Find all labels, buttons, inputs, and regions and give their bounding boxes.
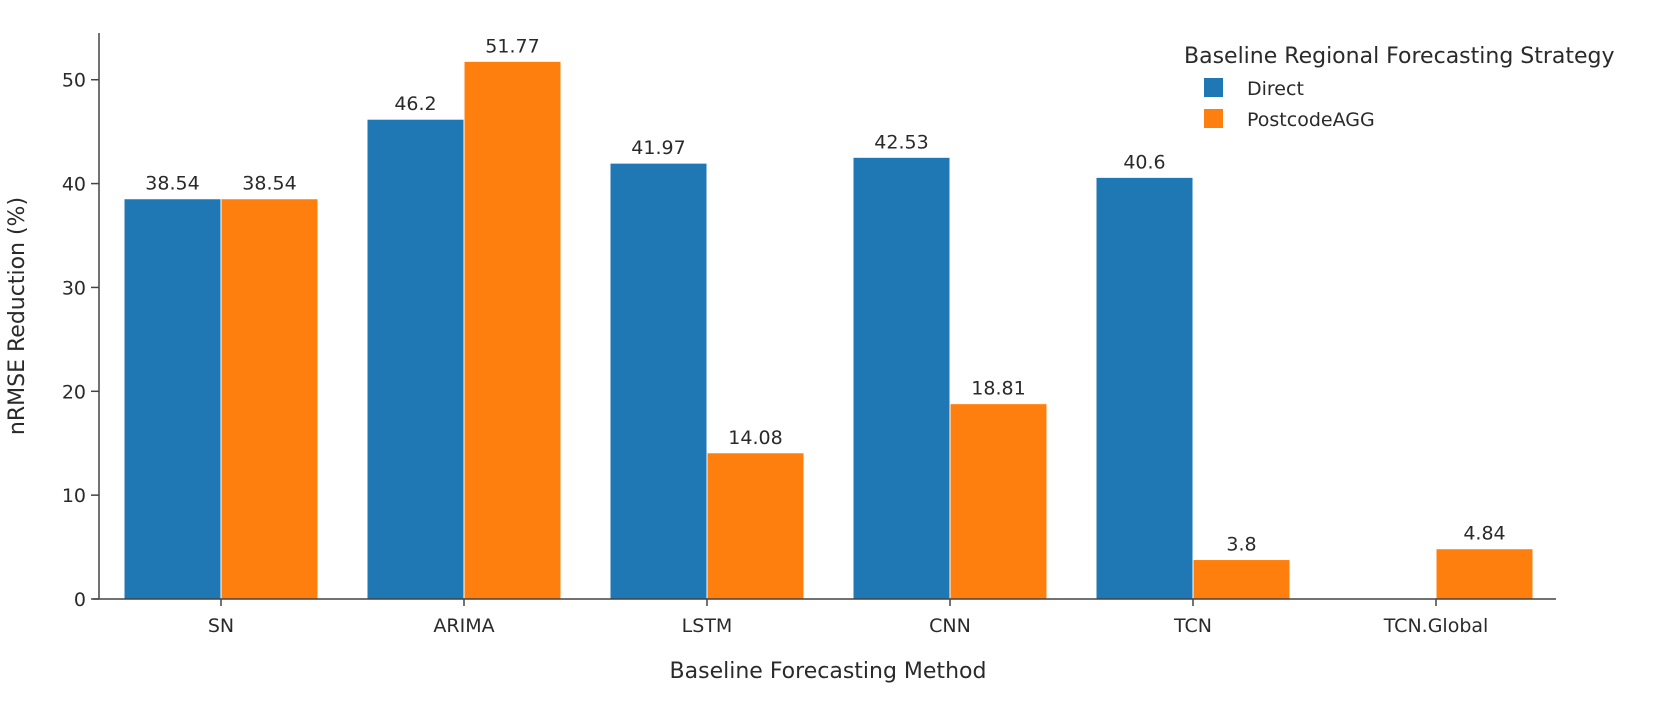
bar-direct-arima[interactable]: [366, 118, 465, 600]
data-label-direct-cnn: 42.53: [874, 131, 928, 153]
data-labels-group: 38.54 38.54 46.2 51.77 41.97 14.08 42.53 18.81 4…: [145, 35, 1505, 555]
legend-label-postcodeagg[interactable]: PostcodeAGG: [1247, 109, 1375, 131]
axes-group: [93, 33, 1556, 600]
x-tick-label-cnn: CNN: [929, 615, 971, 637]
bars-group: [123, 60, 1534, 600]
x-tick-label-tcn-global: TCN.Global: [1383, 615, 1489, 637]
data-label-direct-sn: 38.54: [145, 173, 199, 195]
data-label-direct-lstm: 41.97: [631, 137, 685, 159]
x-axis-title: Baseline Forecasting Method: [670, 659, 987, 684]
y-tick-label-30: 30: [62, 277, 86, 299]
y-tick-label-20: 20: [62, 381, 86, 403]
bar-postcodeagg-tcn[interactable]: [1192, 559, 1291, 600]
data-label-direct-tcn: 40.6: [1123, 151, 1165, 173]
y-ticks-group: 0 10 20 30 40 50: [62, 70, 99, 611]
x-tick-label-arima: ARIMA: [433, 615, 494, 637]
y-tick-label-10: 10: [62, 485, 86, 507]
bar-direct-sn[interactable]: [123, 198, 222, 600]
bar-postcodeagg-arima[interactable]: [463, 60, 562, 600]
legend-swatch-direct[interactable]: [1204, 78, 1223, 97]
bar-direct-lstm[interactable]: [609, 162, 708, 600]
bar-postcodeagg-lstm[interactable]: [706, 452, 805, 600]
x-tick-label-lstm: LSTM: [682, 615, 733, 637]
bar-direct-tcn[interactable]: [1095, 176, 1194, 600]
data-label-postcodeagg-arima: 51.77: [485, 35, 539, 57]
bar-postcodeagg-cnn[interactable]: [949, 403, 1048, 600]
data-label-postcodeagg-tcn: 3.8: [1226, 534, 1256, 556]
legend: Baseline Regional Forecasting Strategy D…: [1184, 44, 1615, 131]
data-label-postcodeagg-sn: 38.54: [242, 173, 296, 195]
legend-label-direct[interactable]: Direct: [1247, 78, 1304, 100]
y-tick-label-40: 40: [62, 174, 86, 196]
x-tick-label-tcn: TCN: [1173, 615, 1212, 637]
x-tick-label-sn: SN: [208, 615, 234, 637]
y-axis-title: nRMSE Reduction (%): [5, 197, 30, 435]
x-ticks-group: SN ARIMA LSTM CNN TCN TCN.Global: [208, 599, 1488, 637]
data-label-postcodeagg-cnn: 18.81: [971, 378, 1025, 400]
bar-direct-cnn[interactable]: [852, 156, 951, 600]
bar-postcodeagg-tcn-global[interactable]: [1435, 548, 1534, 600]
data-label-postcodeagg-lstm: 14.08: [728, 427, 782, 449]
bar-postcodeagg-sn[interactable]: [220, 198, 319, 600]
data-label-direct-arima: 46.2: [394, 93, 436, 115]
y-tick-label-50: 50: [62, 70, 86, 92]
legend-title: Baseline Regional Forecasting Strategy: [1184, 44, 1615, 69]
y-tick-label-0: 0: [74, 589, 86, 611]
data-label-postcodeagg-tcn-global: 4.84: [1463, 523, 1505, 545]
legend-swatch-postcodeagg[interactable]: [1204, 109, 1223, 128]
